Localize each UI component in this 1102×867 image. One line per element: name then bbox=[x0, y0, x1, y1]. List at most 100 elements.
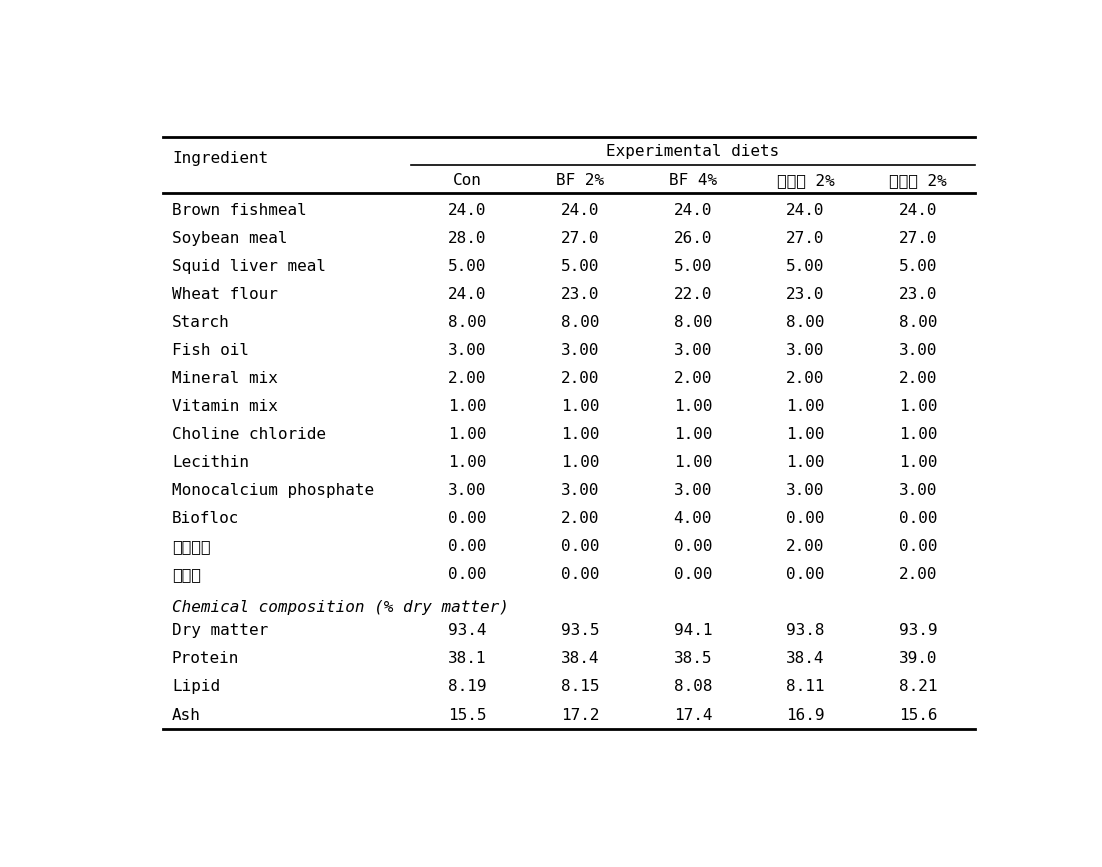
Text: 8.19: 8.19 bbox=[449, 680, 487, 694]
Text: Con: Con bbox=[453, 173, 482, 188]
Text: 3.00: 3.00 bbox=[787, 483, 825, 499]
Text: 24.0: 24.0 bbox=[449, 203, 487, 218]
Text: 1.00: 1.00 bbox=[561, 427, 599, 442]
Text: 8.15: 8.15 bbox=[561, 680, 599, 694]
Text: 3.00: 3.00 bbox=[561, 343, 599, 358]
Text: 16.9: 16.9 bbox=[787, 707, 825, 722]
Text: 1.00: 1.00 bbox=[673, 399, 712, 414]
Text: Vitamin mix: Vitamin mix bbox=[172, 399, 278, 414]
Text: 3.00: 3.00 bbox=[899, 343, 938, 358]
Text: 93.9: 93.9 bbox=[899, 623, 938, 638]
Text: 38.1: 38.1 bbox=[449, 651, 487, 667]
Text: 0.00: 0.00 bbox=[561, 539, 599, 554]
Text: 0.00: 0.00 bbox=[449, 512, 487, 526]
Text: 1.00: 1.00 bbox=[899, 455, 938, 470]
Text: 24.0: 24.0 bbox=[449, 287, 487, 302]
Text: 1.00: 1.00 bbox=[673, 427, 712, 442]
Text: 2.00: 2.00 bbox=[787, 371, 825, 386]
Text: 1.00: 1.00 bbox=[673, 455, 712, 470]
Text: 미생물 2%: 미생물 2% bbox=[889, 173, 948, 188]
Text: Wheat flour: Wheat flour bbox=[172, 287, 278, 302]
Text: 17.4: 17.4 bbox=[673, 707, 712, 722]
Text: 93.5: 93.5 bbox=[561, 623, 599, 638]
Text: 2.00: 2.00 bbox=[899, 567, 938, 583]
Text: 8.00: 8.00 bbox=[899, 315, 938, 330]
Text: 0.00: 0.00 bbox=[899, 539, 938, 554]
Text: 1.00: 1.00 bbox=[899, 399, 938, 414]
Text: 5.00: 5.00 bbox=[449, 259, 487, 274]
Text: 0.00: 0.00 bbox=[449, 539, 487, 554]
Text: 3.00: 3.00 bbox=[787, 343, 825, 358]
Text: 5.00: 5.00 bbox=[673, 259, 712, 274]
Text: 0.00: 0.00 bbox=[673, 539, 712, 554]
Text: 3.00: 3.00 bbox=[449, 343, 487, 358]
Text: 8.21: 8.21 bbox=[899, 680, 938, 694]
Text: 0.00: 0.00 bbox=[561, 567, 599, 583]
Text: 3.00: 3.00 bbox=[449, 483, 487, 499]
Text: 3.00: 3.00 bbox=[561, 483, 599, 499]
Text: 27.0: 27.0 bbox=[899, 231, 938, 246]
Text: 1.00: 1.00 bbox=[787, 427, 825, 442]
Text: 2.00: 2.00 bbox=[787, 539, 825, 554]
Text: Soybean meal: Soybean meal bbox=[172, 231, 288, 246]
Text: 3.00: 3.00 bbox=[673, 343, 712, 358]
Text: 22.0: 22.0 bbox=[673, 287, 712, 302]
Text: 38.5: 38.5 bbox=[673, 651, 712, 667]
Text: 23.0: 23.0 bbox=[787, 287, 825, 302]
Text: 5.00: 5.00 bbox=[787, 259, 825, 274]
Text: Brown fishmeal: Brown fishmeal bbox=[172, 203, 306, 218]
Text: 0.00: 0.00 bbox=[899, 512, 938, 526]
Text: 2.00: 2.00 bbox=[561, 512, 599, 526]
Text: 23.0: 23.0 bbox=[899, 287, 938, 302]
Text: 17.2: 17.2 bbox=[561, 707, 599, 722]
Text: 93.4: 93.4 bbox=[449, 623, 487, 638]
Text: 1.00: 1.00 bbox=[449, 399, 487, 414]
Text: 8.00: 8.00 bbox=[561, 315, 599, 330]
Text: Mineral mix: Mineral mix bbox=[172, 371, 278, 386]
Text: 0.00: 0.00 bbox=[787, 512, 825, 526]
Text: 39.0: 39.0 bbox=[899, 651, 938, 667]
Text: 27.0: 27.0 bbox=[787, 231, 825, 246]
Text: 27.0: 27.0 bbox=[561, 231, 599, 246]
Text: 경쟁제품: 경쟁제품 bbox=[172, 539, 210, 554]
Text: Lipid: Lipid bbox=[172, 680, 220, 694]
Text: Ingredient: Ingredient bbox=[172, 151, 268, 166]
Text: 2.00: 2.00 bbox=[899, 371, 938, 386]
Text: 24.0: 24.0 bbox=[899, 203, 938, 218]
Text: Chemical composition (% dry matter): Chemical composition (% dry matter) bbox=[172, 600, 509, 615]
Text: Lecithin: Lecithin bbox=[172, 455, 249, 470]
Text: 24.0: 24.0 bbox=[561, 203, 599, 218]
Text: Ash: Ash bbox=[172, 707, 201, 722]
Text: BF 2%: BF 2% bbox=[557, 173, 604, 188]
Text: 5.00: 5.00 bbox=[561, 259, 599, 274]
Text: 1.00: 1.00 bbox=[561, 455, 599, 470]
Text: 26.0: 26.0 bbox=[673, 231, 712, 246]
Text: 0.00: 0.00 bbox=[449, 567, 487, 583]
Text: 2.00: 2.00 bbox=[673, 371, 712, 386]
Text: 8.00: 8.00 bbox=[787, 315, 825, 330]
Text: 1.00: 1.00 bbox=[787, 455, 825, 470]
Text: 8.08: 8.08 bbox=[673, 680, 712, 694]
Text: 28.0: 28.0 bbox=[449, 231, 487, 246]
Text: Dry matter: Dry matter bbox=[172, 623, 268, 638]
Text: Experimental diets: Experimental diets bbox=[606, 144, 779, 159]
Text: 3.00: 3.00 bbox=[899, 483, 938, 499]
Text: 38.4: 38.4 bbox=[787, 651, 825, 667]
Text: Choline chloride: Choline chloride bbox=[172, 427, 326, 442]
Text: 2.00: 2.00 bbox=[449, 371, 487, 386]
Text: 경쟁사 2%: 경쟁사 2% bbox=[777, 173, 834, 188]
Text: 8.00: 8.00 bbox=[449, 315, 487, 330]
Text: Squid liver meal: Squid liver meal bbox=[172, 259, 326, 274]
Text: 0.00: 0.00 bbox=[787, 567, 825, 583]
Text: 8.11: 8.11 bbox=[787, 680, 825, 694]
Text: 2.00: 2.00 bbox=[561, 371, 599, 386]
Text: 0.00: 0.00 bbox=[673, 567, 712, 583]
Text: 24.0: 24.0 bbox=[673, 203, 712, 218]
Text: Starch: Starch bbox=[172, 315, 229, 330]
Text: 1.00: 1.00 bbox=[449, 427, 487, 442]
Text: 5.00: 5.00 bbox=[899, 259, 938, 274]
Text: 23.0: 23.0 bbox=[561, 287, 599, 302]
Text: BF 4%: BF 4% bbox=[669, 173, 717, 188]
Text: 1.00: 1.00 bbox=[561, 399, 599, 414]
Text: 8.00: 8.00 bbox=[673, 315, 712, 330]
